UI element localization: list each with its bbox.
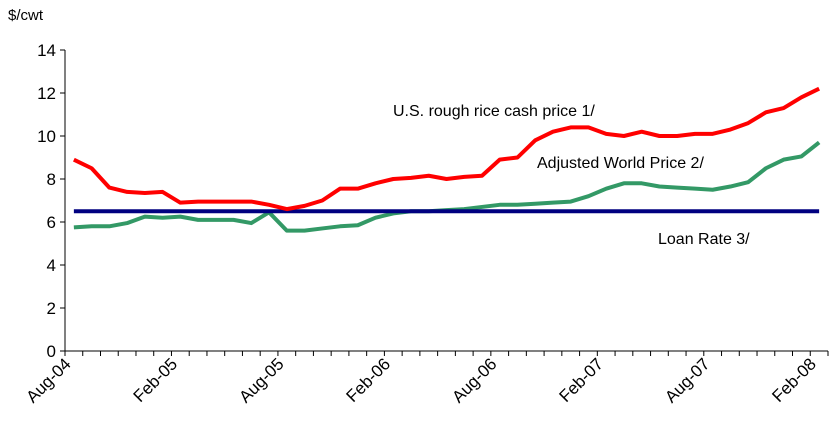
series-label: U.S. rough rice cash price 1/ [393,103,595,120]
x-tick-label: Feb-07 [555,354,607,406]
x-tick-label: Aug-05 [235,354,287,406]
y-tick-label: 12 [37,84,56,103]
series-line [72,86,821,212]
y-tick-label: 4 [47,256,56,275]
x-tick-label: Feb-08 [768,354,820,406]
x-tick-label: Feb-06 [343,354,395,406]
y-tick-label: 0 [47,342,56,361]
y-axis-label: $/cwt [8,7,44,24]
x-tick-label: Aug-06 [448,354,500,406]
series-label: Adjusted World Price 2/ [537,155,704,172]
x-tick-label: Aug-07 [661,354,713,406]
series-label: Loan Rate 3/ [658,231,750,248]
y-tick-label: 6 [47,213,56,232]
y-tick-label: 14 [37,41,56,60]
x-tick-label: Aug-04 [22,354,74,406]
y-tick-label: 2 [47,299,56,318]
x-tick-label: Feb-05 [130,354,182,406]
y-tick-label: 8 [47,170,56,189]
y-tick-label: 10 [37,127,56,146]
series-line [73,140,821,233]
